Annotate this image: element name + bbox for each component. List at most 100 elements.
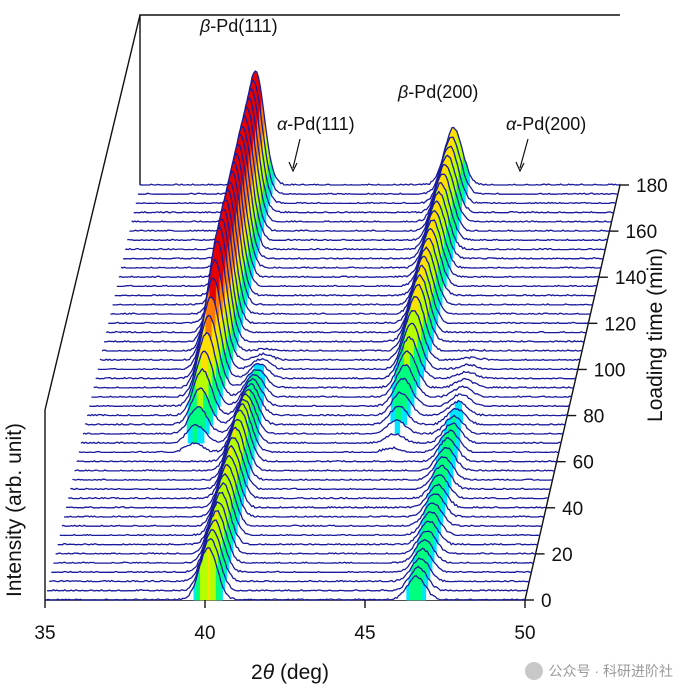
scan-trace <box>116 170 598 288</box>
trace-occluder <box>68 445 549 499</box>
trace-occluder <box>47 538 528 591</box>
left-depth-edge <box>44 14 141 411</box>
watermark-text: 公众号 · 科研进阶社 <box>548 663 673 679</box>
scan-trace <box>93 314 574 389</box>
trace-line <box>129 114 610 232</box>
trace-occluder <box>64 464 544 517</box>
scan-trace <box>86 367 568 417</box>
scan-trace <box>120 152 602 269</box>
x-tick-label: 50 <box>514 623 535 644</box>
trace-line <box>135 87 617 205</box>
trace-line <box>104 224 585 343</box>
trace-line <box>139 70 621 186</box>
time-tick-label: 60 <box>573 453 594 474</box>
time-tick-label: 0 <box>541 591 552 612</box>
trace-occluder <box>61 473 542 527</box>
trace-line <box>65 454 547 509</box>
trace-line <box>72 426 553 481</box>
trace-line <box>101 240 583 352</box>
scan-trace <box>45 546 526 601</box>
trace-occluder <box>112 189 593 305</box>
trace-occluder <box>70 437 551 490</box>
scan-trace <box>59 482 540 537</box>
peak-fill <box>404 410 407 426</box>
trace-line <box>82 393 564 435</box>
scan-trace <box>82 393 564 435</box>
x-axis-title: 2θ (deg) <box>251 661 329 684</box>
trace-occluder <box>99 259 580 361</box>
trace-line <box>76 409 557 463</box>
trace-line <box>110 199 591 315</box>
scan-trace <box>55 500 536 555</box>
scan-trace <box>53 510 534 564</box>
peak-fill <box>202 428 205 444</box>
trace-occluder <box>93 315 574 388</box>
z-axis-title: Loading time (min) <box>644 248 667 422</box>
arrowhead-alpha-pd-111 <box>288 161 298 173</box>
arrowhead-alpha-pd-200 <box>515 161 525 173</box>
trace-line <box>95 296 577 380</box>
trace-occluder <box>55 501 536 554</box>
trace-line <box>118 160 600 278</box>
trace-line <box>86 367 568 417</box>
trace-line <box>89 350 570 408</box>
trace-line <box>85 387 566 426</box>
scan-trace <box>47 538 528 592</box>
trace-line <box>53 510 534 564</box>
scan-trace <box>61 472 542 527</box>
scan-trace <box>57 491 538 546</box>
trace-occluder <box>104 226 585 342</box>
scan-trace <box>108 208 589 325</box>
trace-occluder <box>137 80 618 195</box>
time-tick-label: 80 <box>583 407 604 428</box>
x-tick-label: 45 <box>354 623 375 644</box>
trace-line <box>57 491 538 546</box>
scan-trace <box>65 454 547 509</box>
scan-trace <box>76 409 557 463</box>
trace-occluder <box>78 403 559 453</box>
trace-line <box>59 482 540 537</box>
trace-line <box>63 463 545 518</box>
time-tick-label: 40 <box>562 499 583 520</box>
trace-line <box>93 314 574 389</box>
trace-line <box>97 277 578 371</box>
trace-occluder <box>83 394 563 434</box>
time-tick-label: 180 <box>636 176 668 197</box>
trace-occluder <box>59 483 540 536</box>
y-axis-title: Intensity (arb. unit) <box>3 423 26 597</box>
scan-trace <box>135 87 617 205</box>
scan-trace <box>123 144 604 260</box>
scan-trace <box>95 296 577 380</box>
trace-occluder <box>87 368 568 416</box>
watermark: 公众号 · 科研进阶社 <box>524 661 673 681</box>
label-layer: 2θ (deg) Intensity (arb. unit) Loading t… <box>3 16 667 684</box>
trace-line <box>116 170 598 288</box>
time-tick-label: 120 <box>604 314 636 335</box>
time-tick-label: 20 <box>552 545 573 566</box>
peak-fill <box>397 420 401 435</box>
scan-trace <box>70 436 551 491</box>
time-tick-label: 140 <box>615 268 647 289</box>
tick-layer: 35 40 45 50 0 20 40 60 80 100 120 140 160 180 <box>34 176 667 644</box>
trace-line <box>137 79 618 195</box>
trace-line <box>99 258 581 361</box>
trace-occluder <box>74 419 555 471</box>
trace-line <box>131 106 612 223</box>
trace-occluder <box>125 134 606 250</box>
trace-line <box>105 218 587 334</box>
trace-line <box>68 444 549 500</box>
peak-label-alpha-pd-111: α-Pd(111) <box>277 114 355 134</box>
trace-occluder <box>135 88 616 204</box>
trace-line <box>120 152 602 269</box>
trace-occluder <box>121 153 601 268</box>
trace-line <box>74 418 555 472</box>
peak-label-beta-pd-200: β-Pd(200) <box>397 82 478 102</box>
scan-trace <box>49 528 530 583</box>
x-tick-label: 40 <box>194 623 215 644</box>
trace-occluder <box>95 297 576 379</box>
axis-frame <box>44 14 621 601</box>
peak-label-beta-pd-111: β-Pd(111) <box>199 16 278 36</box>
trace-line <box>70 436 551 491</box>
